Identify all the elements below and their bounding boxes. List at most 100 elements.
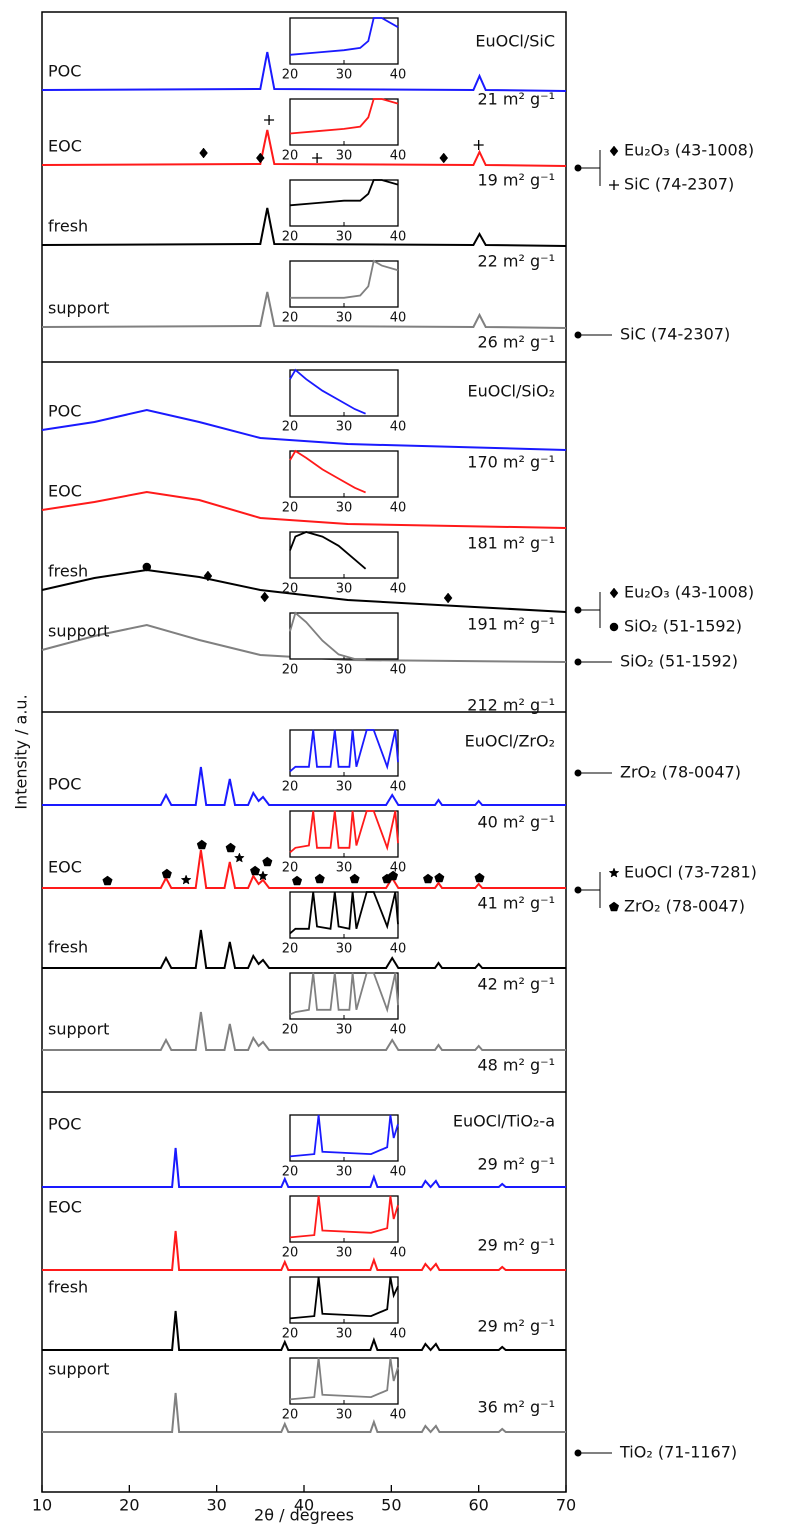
phase-marker [423, 873, 434, 884]
inset-trace [290, 259, 399, 299]
surface-area-label: 29 m² g⁻¹ [477, 1155, 555, 1174]
xrd-trace [42, 849, 566, 889]
inset-tick-label: 40 [390, 780, 407, 795]
inset-frame [289, 179, 399, 227]
phase-marker [314, 873, 325, 884]
inset-tick-label: 30 [336, 582, 353, 597]
inset-tick-label: 40 [390, 1327, 407, 1342]
xrd-trace [41, 207, 567, 247]
surface-area-label: 26 m² g⁻¹ [477, 333, 555, 352]
x-tick-label: 50 [381, 1496, 401, 1515]
legend-symbol [609, 180, 619, 190]
x-axis-label: 2θ / degrees [254, 1506, 354, 1525]
inset-tick-label: 30 [336, 1408, 353, 1423]
panel-title: EuOCl/SiO₂ [468, 382, 555, 401]
inset-tick-label: 30 [336, 663, 353, 678]
inset-frame [289, 369, 399, 417]
panel-title: EuOCl/ZrO₂ [465, 732, 555, 751]
legend-symbol [608, 867, 620, 878]
phase-marker [250, 865, 261, 876]
inset-tick-label: 40 [390, 942, 407, 957]
inset-frame [289, 98, 399, 146]
inset-tick-label: 20 [282, 68, 299, 83]
inset-tick-label: 30 [336, 1246, 353, 1261]
phase-marker [473, 140, 484, 150]
phase-marker [443, 592, 453, 604]
legend-label: SiC (74-2307) [620, 325, 730, 344]
legend-symbol [609, 587, 619, 599]
inset-tick-label: 40 [390, 1408, 407, 1423]
inset-tick-label: 40 [390, 68, 407, 83]
xrd-trace [41, 408, 567, 451]
legend-label: SiC (74-2307) [624, 175, 734, 194]
surface-area-label: 19 m² g⁻¹ [477, 171, 555, 190]
inset-trace [289, 368, 366, 415]
trace-label: EOC [48, 858, 82, 877]
trace-label: support [48, 1360, 109, 1379]
inset-tick-label: 30 [336, 1023, 353, 1038]
inset-tick-label: 30 [336, 230, 353, 245]
inset-trace [289, 1195, 399, 1239]
surface-area-label: 36 m² g⁻¹ [477, 1398, 555, 1417]
inset-tick-label: 40 [390, 420, 407, 435]
legend-label: EuOCl (73-7281) [624, 863, 757, 882]
phase-marker [292, 875, 303, 886]
inset-trace [289, 449, 366, 494]
inset-trace [289, 1276, 399, 1320]
inset-trace [289, 179, 399, 207]
trace-label: EOC [48, 137, 82, 156]
legend-symbol [609, 622, 619, 632]
inset-frame [289, 729, 399, 777]
trace-label: fresh [48, 1278, 88, 1297]
xrd-trace [42, 766, 566, 806]
inset-tick-label: 40 [390, 149, 407, 164]
x-tick-label: 20 [119, 1496, 139, 1515]
inset-frame [289, 260, 399, 308]
inset-tick-label: 30 [336, 311, 353, 326]
inset-tick-label: 20 [282, 1246, 299, 1261]
inset-tick-label: 30 [336, 420, 353, 435]
xrd-trace [42, 1230, 566, 1272]
surface-area-label: 29 m² g⁻¹ [477, 1236, 555, 1255]
surface-area-label: 40 m² g⁻¹ [477, 813, 555, 832]
phase-marker [199, 147, 208, 159]
trace-label: POC [48, 1115, 81, 1134]
surface-area-label: 22 m² g⁻¹ [477, 252, 555, 271]
inset-trace [289, 17, 399, 56]
inset-trace [289, 810, 399, 854]
trace-label: fresh [48, 217, 88, 236]
inset-tick-label: 20 [282, 1408, 299, 1423]
surface-area-label: 181 m² g⁻¹ [467, 534, 555, 553]
y-axis-label: Intensity / a.u. [12, 694, 31, 809]
inset-tick-label: 30 [336, 942, 353, 957]
xrd-trace [41, 490, 567, 529]
trace-label: fresh [48, 938, 88, 957]
surface-area-label: 170 m² g⁻¹ [467, 453, 555, 472]
phase-marker [257, 870, 269, 881]
inset-tick-label: 20 [282, 942, 299, 957]
legend-label: SiO₂ (51-1592) [624, 617, 742, 636]
phase-marker [203, 570, 213, 582]
x-tick-label: 10 [32, 1496, 52, 1515]
inset-tick-label: 20 [282, 230, 299, 245]
phase-marker [161, 868, 172, 879]
panel-title: EuOCl/TiO₂-a [453, 1112, 555, 1131]
trace-label: EOC [48, 1198, 82, 1217]
phase-marker [349, 873, 360, 884]
xrd-trace [41, 291, 567, 329]
xrd-trace [42, 1392, 566, 1434]
phase-marker [388, 870, 399, 881]
x-tick-label: 70 [556, 1496, 576, 1515]
trace-label: support [48, 622, 109, 641]
inset-tick-label: 20 [282, 780, 299, 795]
surface-area-label: 41 m² g⁻¹ [477, 894, 555, 913]
inset-trace [289, 729, 399, 773]
phase-marker [256, 152, 265, 164]
inset-frame [289, 891, 399, 939]
inset-tick-label: 40 [390, 663, 407, 678]
surface-area-label: 29 m² g⁻¹ [477, 1317, 555, 1336]
x-tick-label: 30 [206, 1496, 226, 1515]
inset-tick-label: 20 [282, 1327, 299, 1342]
legend-label: TiO₂ (71-1167) [619, 1443, 737, 1462]
